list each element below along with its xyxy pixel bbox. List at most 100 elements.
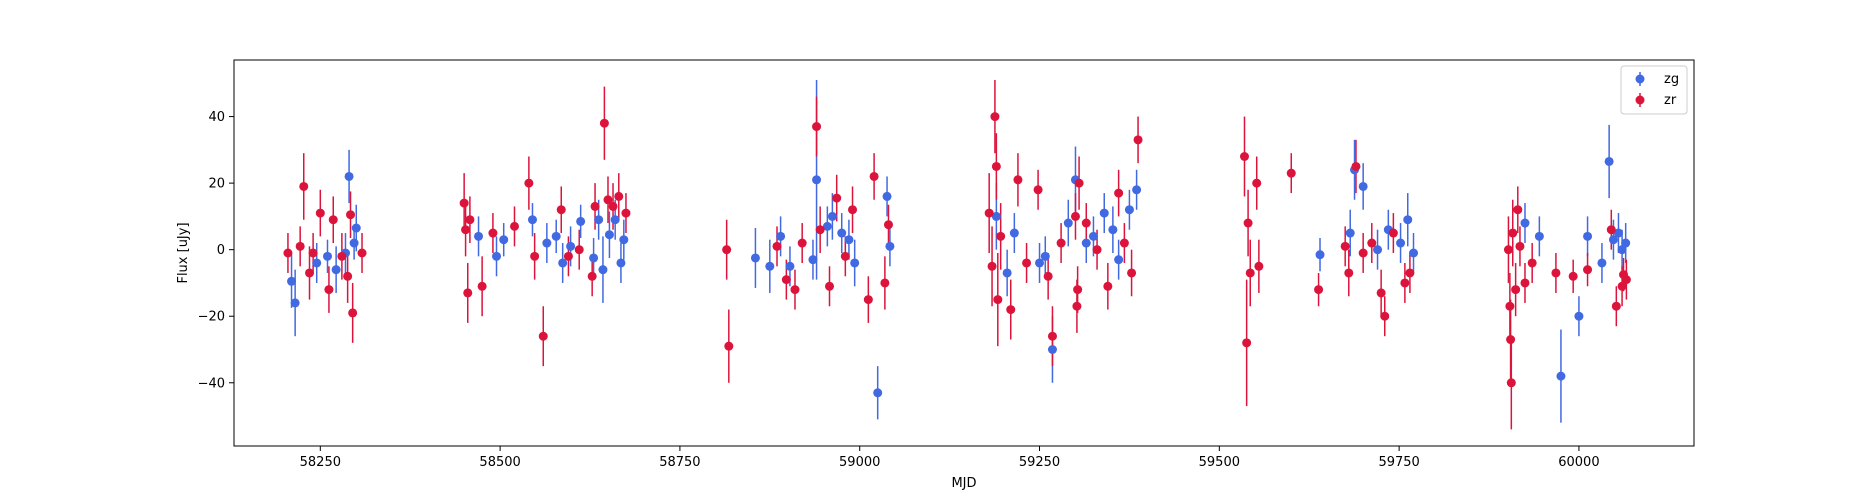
data-point-zr bbox=[832, 193, 842, 203]
data-point-zr bbox=[299, 181, 309, 191]
data-point-zr bbox=[1551, 268, 1561, 278]
data-point-zg bbox=[1396, 238, 1406, 248]
data-point-zg bbox=[344, 171, 354, 181]
data-point-zr bbox=[1344, 268, 1354, 278]
y-tick-label: 0 bbox=[217, 243, 225, 258]
data-point-zg bbox=[616, 258, 626, 268]
data-point-zg bbox=[1114, 255, 1124, 265]
data-point-zr bbox=[987, 261, 997, 271]
data-point-zr bbox=[1508, 228, 1518, 238]
data-point-zr bbox=[1351, 161, 1361, 171]
data-point-zg bbox=[492, 251, 502, 261]
data-point-zg bbox=[594, 215, 604, 225]
data-point-zr bbox=[724, 341, 734, 351]
data-point-zr bbox=[603, 195, 613, 205]
data-point-zr bbox=[1506, 335, 1516, 345]
y-tick-label: −20 bbox=[198, 310, 225, 325]
data-point-zg bbox=[1409, 248, 1419, 258]
axes-frame bbox=[233, 59, 1695, 447]
data-point-zg bbox=[1108, 225, 1118, 235]
data-point-zg bbox=[885, 241, 895, 251]
data-point-zr bbox=[1527, 258, 1537, 268]
data-point-zr bbox=[283, 248, 293, 258]
data-point-zr bbox=[812, 122, 822, 132]
data-point-zr bbox=[1239, 152, 1249, 161]
data-point-zr bbox=[772, 241, 782, 251]
data-point-zg bbox=[349, 238, 359, 248]
data-point-zg bbox=[1617, 245, 1627, 255]
data-point-zr bbox=[1511, 285, 1521, 295]
data-point-zr bbox=[990, 112, 1000, 122]
data-point-zr bbox=[608, 201, 618, 211]
data-point-zg bbox=[1063, 218, 1073, 228]
data-point-zg bbox=[558, 258, 568, 268]
data-point-zg bbox=[566, 241, 576, 251]
x-tick-label: 58500 bbox=[479, 455, 520, 470]
data-point-zg bbox=[1132, 185, 1142, 195]
data-point-zr bbox=[538, 331, 548, 341]
data-point-zg bbox=[1534, 231, 1544, 241]
data-point-zg bbox=[527, 215, 537, 225]
markers bbox=[283, 112, 1631, 398]
data-point-zr bbox=[1254, 261, 1264, 271]
data-point-zr bbox=[1506, 378, 1516, 388]
data-point-zg bbox=[1002, 268, 1012, 278]
data-point-zr bbox=[1376, 288, 1386, 298]
data-point-zr bbox=[1073, 285, 1083, 295]
data-point-zr bbox=[1114, 188, 1124, 198]
x-axis-ticks: 58250 58500 58750 59000 59250 59500 59750 60000 bbox=[300, 446, 1600, 470]
data-point-zr bbox=[343, 271, 353, 281]
data-point-zr bbox=[1033, 185, 1043, 195]
data-point-zg bbox=[610, 215, 620, 225]
data-point-zg bbox=[750, 253, 760, 263]
data-point-zg bbox=[1556, 371, 1566, 381]
data-point-zr bbox=[315, 208, 325, 218]
data-point-zg bbox=[1035, 258, 1045, 268]
data-point-zr bbox=[1252, 178, 1262, 188]
data-point-zr bbox=[1286, 168, 1296, 178]
data-point-zr bbox=[563, 251, 573, 261]
x-tick-label: 59000 bbox=[839, 455, 880, 470]
data-point-zr bbox=[1006, 305, 1016, 315]
data-point-zg bbox=[1403, 215, 1413, 225]
data-point-zg bbox=[322, 251, 332, 261]
data-point-zr bbox=[574, 245, 584, 255]
data-point-zr bbox=[1568, 271, 1578, 281]
data-point-zr bbox=[840, 251, 850, 261]
data-point-zg bbox=[1099, 208, 1109, 218]
data-point-zr bbox=[1611, 301, 1621, 311]
data-point-zg bbox=[1009, 228, 1019, 238]
data-point-zg bbox=[604, 230, 614, 240]
data-point-zg bbox=[882, 191, 892, 201]
data-point-zg bbox=[827, 211, 837, 221]
data-point-zr bbox=[1515, 241, 1525, 251]
data-point-zr bbox=[1388, 228, 1398, 238]
data-point-zg bbox=[1124, 205, 1134, 215]
data-point-zr bbox=[1513, 205, 1523, 215]
data-point-zr bbox=[1314, 285, 1324, 295]
x-tick-label: 59250 bbox=[1019, 455, 1060, 470]
data-point-zr bbox=[1072, 301, 1082, 311]
data-point-zg bbox=[1345, 228, 1355, 238]
legend-marker-zr bbox=[1635, 95, 1645, 105]
data-point-zr bbox=[459, 198, 469, 208]
plot-area bbox=[234, 60, 1694, 446]
data-point-zg bbox=[873, 388, 883, 398]
data-point-zr bbox=[1043, 271, 1053, 281]
data-point-zr bbox=[1243, 218, 1253, 228]
data-point-zr bbox=[722, 245, 732, 255]
data-point-zr bbox=[883, 220, 893, 230]
data-point-zr bbox=[996, 231, 1006, 241]
data-point-zr bbox=[324, 285, 334, 295]
data-point-zr bbox=[308, 248, 318, 258]
data-point-zg bbox=[776, 231, 786, 241]
data-point-zg bbox=[576, 216, 586, 226]
data-point-zg bbox=[812, 175, 822, 185]
data-point-zr bbox=[993, 295, 1003, 305]
x-tick-label: 58750 bbox=[659, 455, 700, 470]
data-point-zr bbox=[599, 118, 609, 128]
data-point-zr bbox=[337, 251, 347, 261]
data-point-zr bbox=[1242, 338, 1252, 348]
data-point-zg bbox=[1597, 258, 1607, 268]
